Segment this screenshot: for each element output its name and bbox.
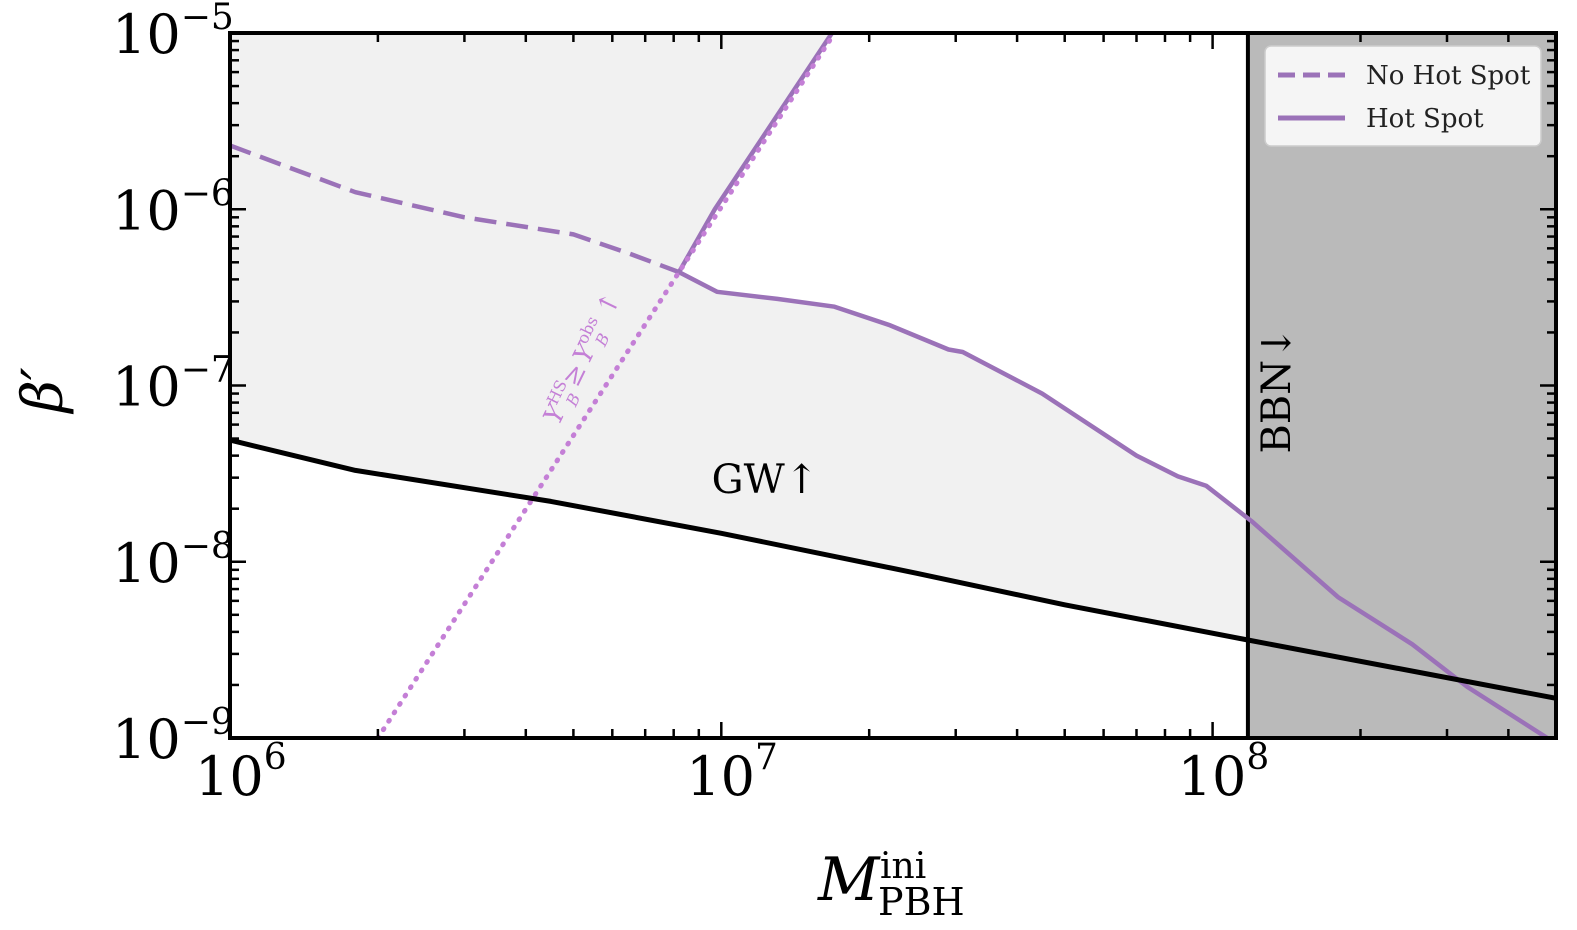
plot-frame: [228, 31, 1558, 740]
bbn-annotation: BBN↓: [1254, 326, 1300, 453]
x-axis-label-sup: ini: [880, 846, 926, 887]
gw-bound-line: [230, 437, 1556, 701]
legend-label-no-hot-spot: No Hot Spot: [1366, 61, 1531, 91]
y-tick-label: 10−7: [112, 350, 234, 419]
x-axis-label-sub: PBH: [878, 880, 965, 924]
legend-label-hot-spot: Hot Spot: [1366, 104, 1484, 134]
no-hot-spot-line: [230, 143, 680, 275]
legend: No Hot Spot Hot Spot: [1264, 45, 1542, 147]
legend-box: [1264, 45, 1542, 147]
bbn-excluded-region: [1247, 33, 1556, 738]
gw-allowed-region: [230, 145, 1556, 738]
y-tick-label: 10−5: [112, 0, 234, 66]
gw-annotation: GW↑: [712, 457, 819, 503]
upper-shaded-region: [230, 33, 832, 273]
y-axis-label: β′: [11, 367, 76, 414]
y-tick-label: 10−6: [112, 173, 234, 242]
x-axis-label: M ini PBH: [817, 845, 965, 924]
shaded-regions: [230, 33, 1556, 738]
x-tick-label: 107: [686, 737, 778, 808]
x-tick-label: 106: [195, 737, 287, 808]
y-tick-label: 10−9: [112, 702, 234, 771]
tick-labels: 106 107 108 10−9 10−8 10−7 10−6 10−5: [112, 0, 1269, 808]
x-axis-label-main: M: [817, 845, 881, 915]
data-series: [230, 33, 1556, 738]
x-tick-label: 108: [1178, 737, 1270, 808]
y-tick-label: 10−8: [112, 526, 234, 595]
